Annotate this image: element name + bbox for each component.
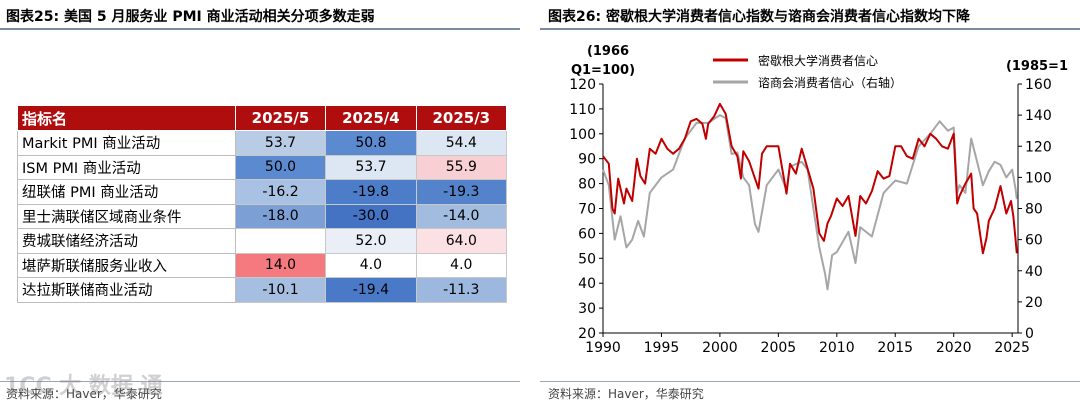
right-tick-label: 60 <box>1025 233 1043 249</box>
table-cell: 54.4 <box>415 130 508 156</box>
table-cell: -16.2 <box>234 179 327 205</box>
table-cell: 53.7 <box>234 130 327 156</box>
table-cell <box>234 228 327 254</box>
legend-label: 谘商会消费者信心（右轴） <box>758 75 902 90</box>
x-tick-label: 2020 <box>936 340 972 356</box>
table-cell: -30.0 <box>325 203 417 229</box>
right-tick-label: 120 <box>1025 139 1052 155</box>
table-row: 达拉斯联储商业活动 -10.1 -19.4 -11.3 <box>17 277 508 303</box>
left-tick-label: 90 <box>578 152 596 168</box>
row-label: 达拉斯联储商业活动 <box>17 277 236 303</box>
table-cell: 14.0 <box>234 252 327 278</box>
table-body: Markit PMI 商业活动 53.7 50.8 54.4 ISM PMI 商业活动 5… <box>17 130 508 303</box>
table-cell: 50.0 <box>234 154 327 180</box>
left-source-rule <box>0 381 520 382</box>
x-tick-label: 2005 <box>761 340 797 356</box>
col-header-2025-5: 2025/5 <box>234 105 327 131</box>
table-cell: -19.3 <box>415 179 508 205</box>
left-tick-label: 70 <box>578 202 596 218</box>
x-tick-label: 2000 <box>702 340 738 356</box>
table-cell: 52.0 <box>325 228 417 254</box>
left-axis-note-1: (1966 <box>587 44 629 59</box>
table-row: 纽联储 PMI 商业活动 -16.2 -19.8 -19.3 <box>17 179 508 205</box>
table-row: 堪萨斯联储服务业收入 14.0 4.0 4.0 <box>17 252 508 278</box>
table-cell: 64.0 <box>415 228 508 254</box>
left-tick-label: 60 <box>578 226 596 242</box>
table-header-row: 指标名 2025/5 2025/4 2025/3 <box>17 105 508 131</box>
table-cell: -10.1 <box>234 277 327 303</box>
table-cell: -19.4 <box>325 277 417 303</box>
table-cell: -14.0 <box>415 203 508 229</box>
col-header-name: 指标名 <box>17 105 236 131</box>
left-tick-label: 100 <box>569 127 596 143</box>
x-tick-label: 2025 <box>994 340 1030 356</box>
right-title-rule <box>540 28 1080 30</box>
left-tick-label: 120 <box>569 77 596 93</box>
table-cell: 50.8 <box>325 130 417 156</box>
row-label: 费城联储经济活动 <box>17 228 236 254</box>
x-tick-label: 2010 <box>819 340 855 356</box>
confidence-line-chart: 20 30 40 50 60 70 80 90 100 110 120 0 20 40 60 80 100 120… <box>569 44 1068 356</box>
right-tick-label: 0 <box>1025 326 1034 342</box>
conference-board-line <box>602 114 1018 291</box>
table-cell: -18.0 <box>234 203 327 229</box>
right-tick-label: 140 <box>1025 108 1052 124</box>
row-label: 里士满联储区域商业条件 <box>17 203 236 229</box>
table-row: 费城联储经济活动 52.0 64.0 <box>17 228 508 254</box>
row-label: 纽联储 PMI 商业活动 <box>17 179 236 205</box>
x-tick-label: 2015 <box>877 340 913 356</box>
row-label: ISM PMI 商业活动 <box>17 154 236 180</box>
michigan-sentiment-line <box>602 102 1018 255</box>
left-panel-title: 图表25: 美国 5 月服务业 PMI 商业活动相关分项多数走弱 <box>6 9 375 25</box>
right-panel-title: 图表26: 密歇根大学消费者信心指数与谘商会消费者信心指数均下降 <box>548 9 970 25</box>
col-header-2025-4: 2025/4 <box>325 105 417 131</box>
left-tick-label: 40 <box>578 276 596 292</box>
left-title-rule <box>0 28 520 30</box>
table-cell: -11.3 <box>415 277 508 303</box>
right-tick-label: 40 <box>1025 264 1043 280</box>
pmi-table: 指标名 2025/5 2025/4 2025/3 Markit PMI 商业活动… <box>17 105 508 303</box>
left-tick-label: 80 <box>578 177 596 193</box>
right-axis-note: (1985=1 <box>1006 59 1068 74</box>
table-row: ISM PMI 商业活动 50.0 53.7 55.9 <box>17 154 508 180</box>
watermark-logo: 1CC 大 数据 通 <box>4 374 163 399</box>
table-row: 里士满联储区域商业条件 -18.0 -30.0 -14.0 <box>17 203 508 229</box>
left-source: 资料来源：Haver，华泰研究 <box>6 387 162 401</box>
right-tick-label: 100 <box>1025 170 1052 186</box>
right-tick-label: 160 <box>1025 77 1052 93</box>
legend-label: 密歇根大学消费者信心 <box>758 53 878 68</box>
left-tick-label: 20 <box>578 326 596 342</box>
left-axis-note-2: Q1=100) <box>571 63 635 78</box>
table-row: Markit PMI 商业活动 53.7 50.8 54.4 <box>17 130 508 156</box>
table-cell: -19.8 <box>325 179 417 205</box>
left-tick-label: 30 <box>578 301 596 317</box>
col-header-2025-3: 2025/3 <box>415 105 508 131</box>
table-cell: 55.9 <box>415 154 508 180</box>
right-source-rule <box>540 381 1080 382</box>
row-label: 堪萨斯联储服务业收入 <box>17 252 236 278</box>
right-tick-label: 80 <box>1025 202 1043 218</box>
left-tick-label: 50 <box>578 251 596 267</box>
table-cell: 4.0 <box>325 252 417 278</box>
table-cell: 4.0 <box>415 252 508 278</box>
row-label: Markit PMI 商业活动 <box>17 130 236 156</box>
right-source: 资料来源：Haver，华泰研究 <box>548 387 704 401</box>
left-tick-label: 110 <box>569 102 596 118</box>
x-tick-label: 1995 <box>644 340 680 356</box>
table-cell: 53.7 <box>325 154 417 180</box>
right-tick-label: 20 <box>1025 295 1043 311</box>
x-tick-label: 1990 <box>585 340 621 356</box>
